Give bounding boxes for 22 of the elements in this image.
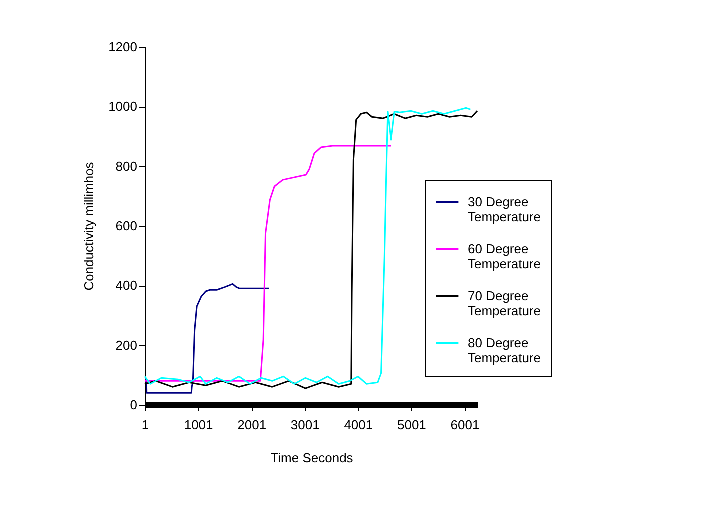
y-tick-label: 400: [116, 278, 138, 294]
y-tick-label: 600: [116, 218, 138, 234]
x-tick-label: 4001: [344, 418, 374, 432]
x-tick-label: 2001: [238, 418, 267, 432]
y-tick-label: 800: [116, 158, 138, 174]
y-tick-label: 1000: [108, 99, 138, 114]
y-tick-label: 1200: [108, 40, 138, 54]
legend-label: 70 Degree Temperature: [468, 288, 541, 318]
x-tick-label: 5001: [397, 418, 426, 432]
legend-label: 30 Degree Temperature: [468, 194, 541, 224]
x-tick-label: 1: [142, 418, 150, 432]
x-tick-label: 1001: [184, 418, 214, 432]
line-series: [144, 283, 270, 394]
x-tick-label: 6001: [450, 418, 480, 432]
x-tick-label: 3001: [290, 418, 320, 432]
y-axis-title: Conductivity millimhos: [82, 162, 97, 291]
legend-label: 60 Degree Temperature: [468, 242, 541, 272]
y-tick-label: 0: [130, 398, 138, 412]
line-series: [144, 145, 392, 382]
y-tick-label: 200: [116, 338, 138, 353]
legend-label: 80 Degree Temperature: [468, 336, 541, 366]
x-axis-title: Time Seconds: [270, 450, 354, 466]
